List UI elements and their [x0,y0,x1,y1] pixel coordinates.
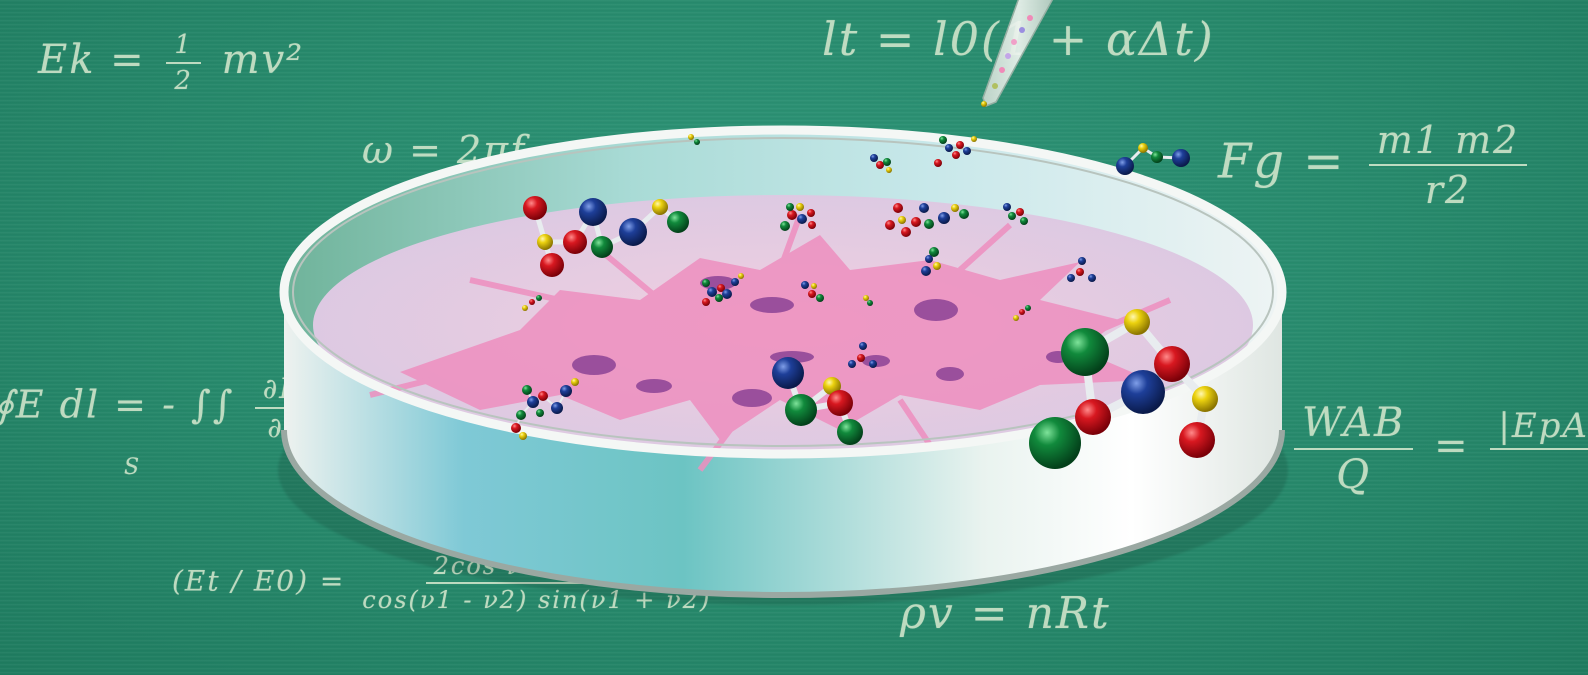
molecule-small-left [511,378,579,440]
gravity-formula: Fg = m1 m2 r2 [1218,118,1533,212]
cell-nuclei [572,276,1070,407]
pipette-icon [981,0,1054,107]
dish-rim [279,125,1287,459]
molecule-tiny-group-2 [885,203,969,237]
molecule-tiny-group-1 [780,203,816,231]
dish-wall [281,292,1285,598]
molecule-large-right [1029,309,1218,469]
faraday-surface-label: S [124,455,142,480]
molecule-medium-center [772,357,863,445]
molecule-small-outside [1116,143,1190,175]
molecule-large-left [523,196,689,277]
molecule-tiny-group-5 [522,273,1031,368]
molecule-tiny-group-3 [688,134,977,173]
molecule-tiny-group-4 [921,203,1096,282]
